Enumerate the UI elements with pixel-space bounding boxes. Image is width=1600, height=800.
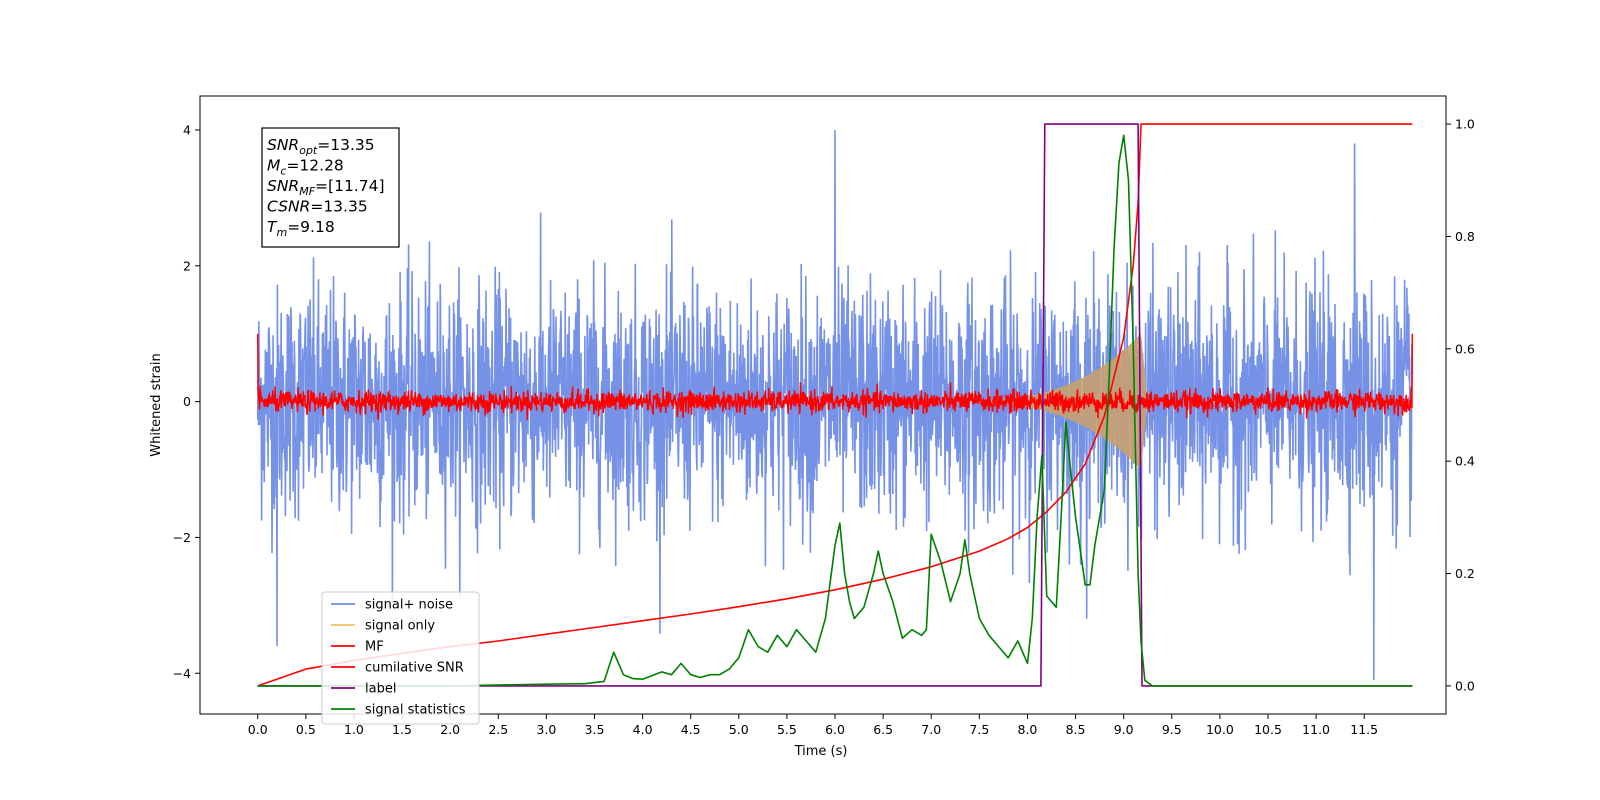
x-tick-label: 10.0 [1206,722,1234,737]
legend-entry: signal+ noise [331,598,453,613]
legend-entry: signal only [331,619,435,634]
legend-entry: MF [331,640,384,655]
x-tick-label: 3.5 [585,722,605,737]
y-axis-right: 0.0 0.2 0.4 0.6 0.8 1.0 [1446,117,1475,693]
annotation-line: SNRopt=13.35 [267,136,375,157]
x-tick-label: 6.5 [873,722,893,737]
y-left-tick-label: 0 [183,394,191,409]
x-tick-label: 9.0 [1114,722,1134,737]
y-left-tick-label: −2 [173,530,191,545]
x-axis-label: Time (s) [794,744,848,759]
y-right-tick-label: 0.4 [1455,454,1475,469]
series-mf [256,333,1414,421]
legend-entry: label [331,682,396,697]
legend-label: MF [365,640,384,655]
plot-frame [199,95,1447,715]
legend-frame [321,591,480,725]
y-right-tick-label: 1.0 [1455,117,1475,132]
annotation-frame [261,127,400,248]
x-tick-label: 4.0 [633,722,653,737]
y-right-tick-label: 0.8 [1455,229,1475,244]
legend-label: signal+ noise [365,598,453,613]
y-left-tick-label: 2 [183,258,191,273]
x-tick-label: 9.5 [1162,722,1182,737]
x-tick-label: 2.0 [440,722,460,737]
x-tick-label: 8.0 [1018,722,1038,737]
y-right-tick-label: 0.0 [1455,678,1475,693]
x-tick-label: 0.5 [296,722,316,737]
legend-entry: cumilative SNR [331,661,464,676]
legend: signal+ noise signal only MF cumilative SNR… [321,591,480,725]
legend-label: label [365,682,396,697]
x-tick-label: 7.5 [969,722,989,737]
y-axis-label: Whitened strain [149,353,164,456]
x-tick-label: 11.0 [1302,722,1330,737]
x-tick-label: 11.5 [1350,722,1378,737]
series-signal-statistics [257,134,1413,687]
x-tick-label: 0.0 [248,722,268,737]
legend-label: cumilative SNR [365,661,464,676]
y-left-tick-label: 4 [183,122,191,137]
x-tick-label: 2.5 [488,722,508,737]
y-right-tick-label: 0.2 [1455,566,1475,581]
x-tick-label: 10.5 [1254,722,1282,737]
legend-label: signal only [365,619,435,634]
x-tick-label: 6.0 [825,722,845,737]
x-tick-label: 1.0 [344,722,364,737]
y-right-tick-label: 0.6 [1455,341,1475,356]
legend-label: signal statistics [365,703,466,718]
x-tick-label: 4.5 [681,722,701,737]
x-axis: 0.0 0.5 1.0 1.5 2.0 2.5 3.0 3.5 4.0 4.5 5.0 5.5 6.0 6… [248,714,1378,737]
annotation-line: Mc=12.28 [267,157,344,178]
annotation-line: Tm=9.18 [267,218,335,239]
annotation-line: CSNR=13.35 [267,198,368,216]
legend-entry: signal statistics [331,703,466,718]
x-tick-label: 8.5 [1066,722,1086,737]
annotation-line: SNRMF=[11.74] [267,177,385,198]
y-left-tick-label: −4 [173,666,191,681]
annotation-box: SNRopt=13.35Mc=12.28SNRMF=[11.74]CSNR=13… [261,127,400,248]
y-axis-left: −4 −2 0 2 4 [173,122,200,681]
x-tick-label: 7.0 [921,722,941,737]
x-tick-label: 5.0 [729,722,749,737]
x-tick-label: 1.5 [392,722,412,737]
x-tick-label: 5.5 [777,722,797,737]
x-tick-label: 3.0 [536,722,556,737]
